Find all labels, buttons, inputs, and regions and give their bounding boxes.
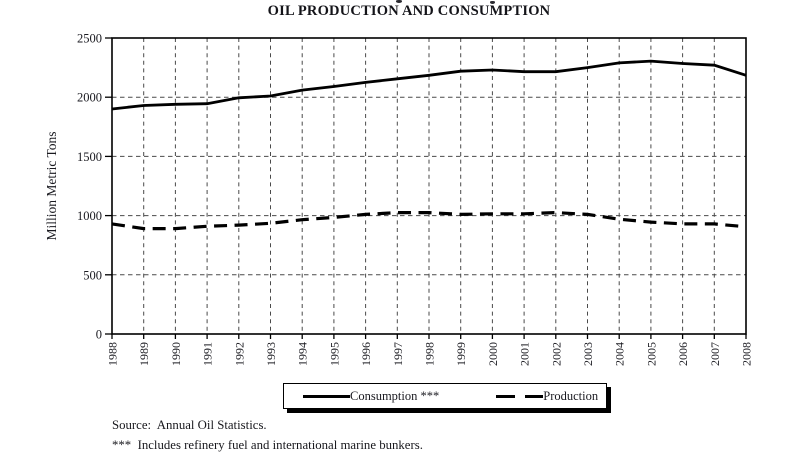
production-line: [111, 210, 747, 231]
chart-legend: Consumption *** Production: [283, 383, 607, 409]
x-tick-label: 1994: [296, 342, 310, 366]
y-tick-label: 1000: [77, 209, 102, 223]
x-tick-label: 1990: [169, 342, 183, 366]
x-tick-label: 1989: [137, 342, 151, 366]
clipped-text-fragment: [396, 0, 402, 3]
source-note: Source: Annual Oil Statistics.: [112, 418, 267, 432]
x-tick-label: 2004: [613, 342, 627, 366]
legend-label-consumption: Consumption ***: [350, 388, 440, 403]
x-tick-label: 1991: [201, 342, 215, 366]
x-tick-label: 2006: [676, 342, 690, 366]
chart-title: OIL PRODUCTION AND CONSUMPTION: [267, 3, 551, 19]
y-tick-label: 2000: [77, 91, 102, 105]
y-tick-label: 1500: [77, 150, 102, 164]
y-tick-label: 500: [83, 268, 102, 282]
clipped-text-fragment: [490, 1, 495, 4]
consumption-line: [111, 59, 747, 111]
x-tick-label: 1996: [359, 342, 373, 366]
x-tick-label: 1995: [327, 342, 341, 366]
footnote: *** Includes refinery fuel and internati…: [112, 438, 423, 452]
x-tick-label: 2003: [581, 342, 595, 366]
x-tick-label: 2000: [486, 342, 500, 366]
x-tick-label: 1999: [454, 342, 468, 366]
y-axis-title: Million Metric Tons: [44, 131, 59, 240]
x-tick-label: 1998: [423, 342, 437, 366]
x-tick-label: 1992: [232, 342, 246, 366]
production-line-sample: [496, 394, 544, 398]
x-tick-label: 1988: [106, 342, 120, 366]
x-tick-label: 2002: [549, 342, 563, 366]
y-tick-label: 2500: [77, 32, 102, 46]
y-tick-label: 0: [96, 328, 102, 342]
line-chart: Million Metric Tons 0 500 1000 1500 2000 2500…: [44, 32, 754, 367]
consumption-line-sample: [303, 394, 350, 398]
x-tick-label: 2005: [644, 342, 658, 366]
x-tick-label: 2007: [708, 342, 722, 366]
x-tick-label: 1997: [391, 342, 405, 366]
x-tick-label: 2008: [740, 342, 754, 366]
legend-label-production: Production: [543, 388, 599, 403]
x-tick-label: 1993: [264, 342, 278, 366]
x-tick-label: 2001: [518, 342, 532, 366]
